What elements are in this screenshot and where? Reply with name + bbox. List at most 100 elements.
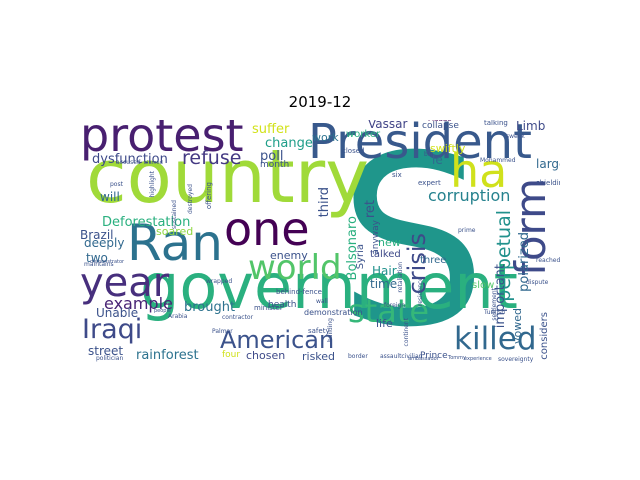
word-unable: Unable	[96, 306, 139, 320]
word-expert: expert	[418, 179, 441, 187]
word-politician: politician	[96, 355, 124, 362]
word-offering: offering	[205, 182, 213, 210]
word-highlight: highlight	[149, 171, 156, 198]
word-collapse: collapse	[422, 121, 459, 131]
word-month: month	[260, 160, 290, 170]
word-swiftly: swiftly	[430, 142, 466, 155]
word-assaultcivilian: assaultcivilian	[380, 353, 423, 360]
word-deforestation: Deforestation	[102, 215, 191, 230]
word-people: people	[154, 308, 171, 314]
word-four: four	[222, 350, 241, 360]
word-prime: prime	[458, 227, 476, 234]
word-suffer: suffer	[252, 122, 290, 137]
word-government: government	[140, 250, 518, 323]
word-vowed: vowed	[511, 308, 524, 344]
word-limb: Limb	[516, 120, 546, 133]
word-two: two	[86, 251, 108, 265]
word-one: one	[224, 202, 310, 256]
word-turkish: Turkish	[484, 309, 506, 316]
word-settlement: settlement	[491, 288, 498, 321]
word-contractor: contractor	[222, 314, 254, 321]
word-wall: wall	[316, 298, 328, 305]
word-retaliation: retaliation	[397, 262, 404, 293]
word-dysfunction: dysfunction	[92, 152, 168, 167]
word-soared: soared	[156, 225, 194, 238]
word-country: country	[86, 134, 369, 220]
word-residence: residence	[417, 277, 424, 307]
word-safety: safety	[308, 327, 330, 335]
word-building: building	[327, 318, 334, 343]
word-ha: ha	[450, 144, 508, 198]
word-health: health	[268, 300, 297, 310]
word-closed: closed	[342, 147, 365, 155]
word-iraqi: Iraqi	[82, 314, 143, 345]
word-enemy: enemy	[270, 249, 308, 262]
word-palmar: Palmar	[212, 328, 233, 335]
word-rainforest: rainforest	[136, 348, 199, 363]
word-sustained: sustained	[171, 200, 178, 230]
word-minister: minister	[254, 304, 283, 312]
word-sweek: sweek	[506, 133, 525, 140]
word-accused: accused	[116, 159, 141, 166]
word-refuse: refuse	[182, 147, 242, 169]
word-destroyed: destroyed	[187, 184, 194, 215]
word-chosen: chosen	[246, 349, 286, 362]
word-wrapped: wrapped	[206, 278, 233, 285]
word-tommy: Tommy	[448, 355, 466, 361]
word-poll: poll	[260, 149, 284, 164]
word-protest: protest	[80, 120, 244, 162]
word-world: world	[248, 248, 342, 288]
word-killed: killed	[454, 321, 537, 357]
word-corruption: corruption	[428, 186, 511, 205]
word-continent: continent	[403, 318, 410, 347]
word-sovereignty: sovereignty	[498, 356, 534, 363]
word-foreign: foreign	[384, 302, 406, 309]
word-post: post	[110, 181, 123, 188]
word-dispute: dispute	[526, 279, 549, 286]
word-blamed: blamed	[144, 160, 163, 166]
word-time: time	[370, 277, 398, 291]
word-maintains: maintains	[84, 261, 114, 268]
word-shielding: shielding	[536, 179, 560, 187]
word-experience: experience	[464, 356, 492, 362]
word-ran: Ran	[127, 214, 223, 272]
word-talking: talking	[484, 120, 508, 127]
word-behind-fence: behind-fence	[276, 288, 322, 296]
word-street: street	[88, 344, 124, 358]
word-bin: bin	[424, 151, 434, 158]
word-change: change	[265, 136, 313, 151]
word-ret: ret	[363, 200, 378, 219]
word-le: le	[432, 153, 443, 167]
word-example: example	[104, 294, 173, 313]
word-ambassador: ambassador	[408, 356, 439, 362]
word-will: will	[100, 190, 120, 204]
word-third: third	[317, 187, 332, 218]
word-american: American	[220, 326, 335, 354]
word-worker: worker	[346, 129, 381, 140]
word-hair: Hair	[372, 264, 397, 278]
word-mohammed: Mohammed	[480, 157, 516, 164]
word-arabia: Arabia	[168, 313, 188, 320]
word-state: state	[348, 292, 430, 330]
word-slow: slow	[472, 280, 495, 291]
word-anyway: anyway	[371, 220, 381, 255]
word-deeply: deeply	[84, 236, 125, 250]
word-year: year	[80, 260, 170, 306]
word-six: six	[392, 171, 402, 179]
word-maude: Maude	[428, 120, 452, 123]
word-demonstration: demonstration	[304, 308, 363, 317]
word-new: new	[378, 236, 401, 249]
word-prince: Prince	[420, 351, 448, 361]
word-largest: largest	[536, 157, 560, 171]
word-s: S	[338, 120, 488, 365]
word-three: three	[420, 255, 447, 266]
word-talked: talked	[370, 249, 401, 260]
word-vassar: Vassar	[368, 120, 408, 131]
word-brazil: Brazil	[80, 228, 114, 242]
word-considers: considers	[539, 312, 550, 360]
chart-title: 2019-12	[288, 93, 352, 111]
word-brought: brought	[184, 300, 236, 315]
word-work: work	[312, 131, 339, 144]
word-president: President	[308, 120, 532, 170]
